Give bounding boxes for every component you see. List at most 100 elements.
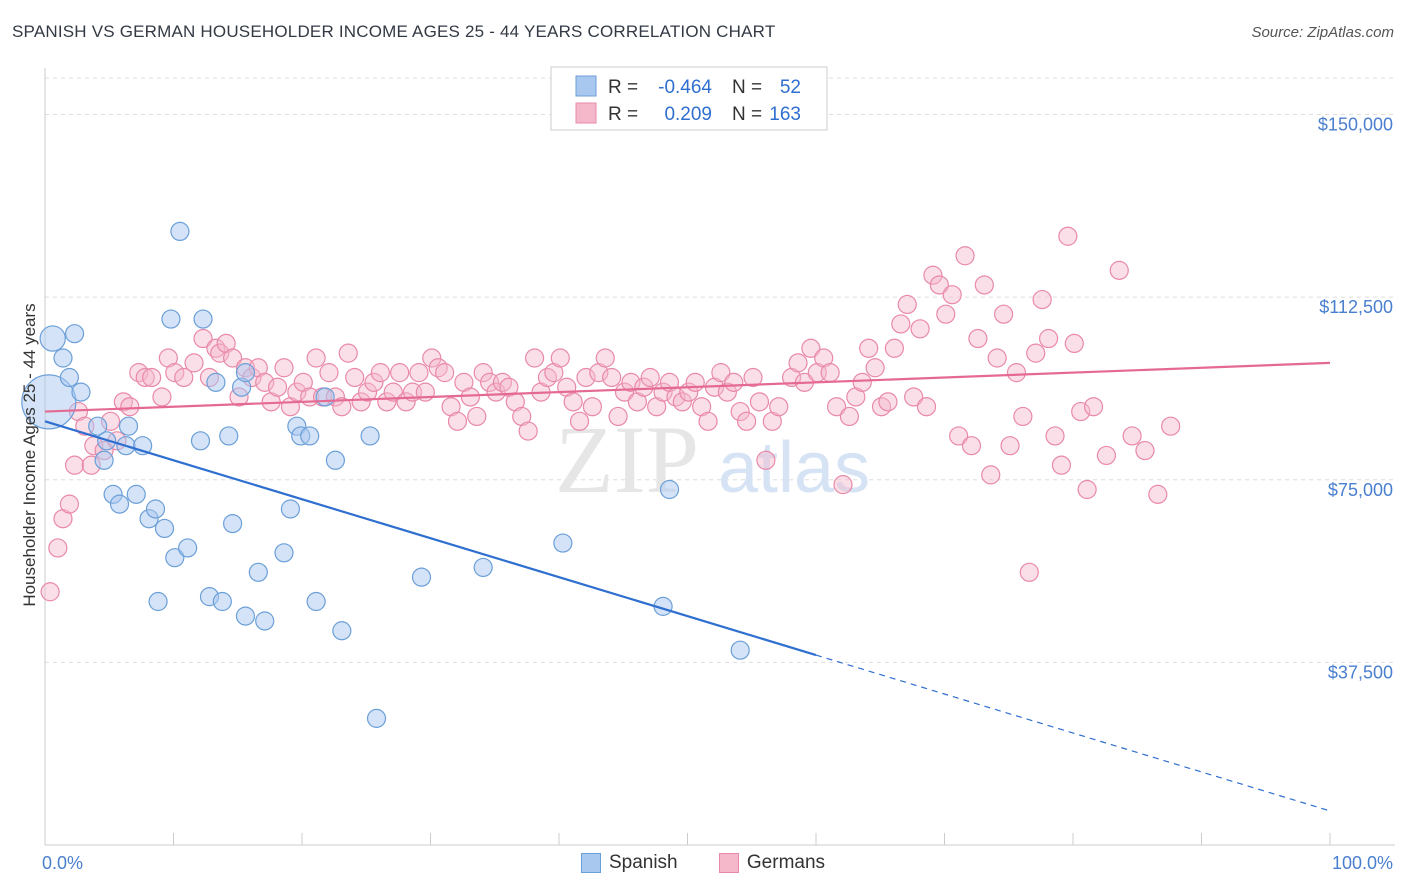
spanish-point (154, 518, 175, 539)
spanish-point (553, 533, 573, 553)
german-point (916, 397, 937, 417)
legend-item-germans[interactable]: Germans (718, 852, 825, 874)
german-point (730, 401, 750, 422)
german-point (923, 265, 943, 285)
spanish-point (165, 548, 185, 568)
german-point (40, 582, 60, 602)
legend-n-value-spanish: 52 (780, 77, 801, 98)
german-point (64, 455, 85, 475)
spanish-point (109, 494, 130, 514)
german-point (1161, 416, 1181, 436)
german-point (550, 348, 570, 368)
german-point (833, 475, 853, 495)
spanish-point (360, 426, 380, 446)
spanish-point (280, 499, 301, 519)
german-point (737, 411, 757, 431)
german-point (614, 382, 635, 402)
german-point (929, 275, 949, 295)
german-point (826, 397, 847, 417)
axis-layer: $37,500 $75,000 $112,500 $150,000 0.0% 100.0% (42, 68, 1395, 873)
german-point (801, 338, 821, 358)
german-point (968, 328, 988, 349)
germans-swatch (718, 853, 739, 873)
german-point (377, 392, 397, 412)
german-point (59, 494, 80, 514)
german-point (1019, 562, 1039, 582)
spanish-point (223, 513, 243, 534)
spanish-points (21, 221, 750, 728)
spanish-point (306, 591, 326, 612)
spanish-point (94, 450, 114, 470)
german-point (936, 304, 956, 324)
german-point (447, 411, 468, 431)
german-point (435, 363, 455, 383)
german-point (749, 392, 770, 412)
legend-swatch-spanish (575, 75, 597, 97)
chart-title: SPANISH VS GERMAN HOUSEHOLDER INCOME AGE… (12, 22, 776, 41)
german-point (955, 246, 975, 266)
german-point (820, 363, 840, 383)
german-point (788, 353, 808, 373)
watermark-atlas: atlas (718, 428, 870, 508)
german-point (357, 382, 378, 402)
legend-swatch-germans (575, 102, 597, 124)
y-tick-label: $150,000 (1318, 115, 1393, 135)
german-point (1058, 226, 1078, 246)
german-point (390, 363, 410, 383)
german-point (174, 367, 194, 388)
german-point (345, 367, 365, 388)
y-axis-title-group: Householder Income Ages 25 - 44 years (20, 303, 39, 606)
spanish-point (300, 426, 320, 446)
german-point (602, 367, 622, 388)
spanish-point (206, 372, 226, 392)
german-point (486, 382, 506, 402)
german-point (1122, 426, 1142, 446)
german-point (569, 411, 590, 431)
spanish-point (212, 591, 232, 612)
german-point (608, 406, 628, 427)
spanish-point (411, 567, 432, 587)
german-point (467, 406, 487, 427)
legend-n-value-germans: 163 (769, 104, 801, 125)
german-trend-line (44, 361, 1331, 413)
german-point (981, 465, 1001, 485)
spanish-point (88, 416, 108, 436)
spanish-point (39, 325, 66, 352)
series-legend: Spanish Germans (0, 852, 1406, 879)
german-point (1032, 289, 1052, 310)
german-point (1148, 484, 1168, 504)
german-point (306, 348, 326, 368)
german-point (422, 348, 442, 368)
german-point (961, 436, 982, 456)
legend-frame (550, 66, 828, 131)
german-point (383, 382, 403, 402)
german-point (1038, 328, 1059, 349)
german-point (223, 348, 243, 368)
spanish-point (161, 309, 181, 329)
spanish-point (118, 416, 139, 436)
trend-layer (44, 361, 1331, 812)
german-point (184, 353, 204, 373)
german-point (1071, 401, 1091, 422)
german-point (409, 363, 429, 383)
german-point (351, 392, 371, 412)
spanish-point (193, 309, 213, 329)
spanish-point (315, 387, 335, 407)
spanish-point (366, 708, 387, 728)
german-point (640, 367, 660, 388)
german-point (891, 314, 911, 334)
spanish-point (255, 611, 275, 631)
legend-n-label-spanish: N = (732, 77, 762, 98)
german-point (120, 397, 140, 417)
legend-item-spanish[interactable]: Spanish (580, 852, 678, 874)
german-point (152, 387, 172, 407)
spanish-point (473, 557, 493, 578)
legend-r-label-spanish: R = (608, 77, 638, 98)
legend-r-label-germans: R = (608, 104, 638, 125)
german-point (884, 338, 904, 358)
y-tick-label: $37,500 (1328, 662, 1393, 682)
spanish-point (274, 543, 294, 563)
x-tick-label: 0.0% (42, 853, 83, 873)
spanish-point (659, 479, 680, 500)
